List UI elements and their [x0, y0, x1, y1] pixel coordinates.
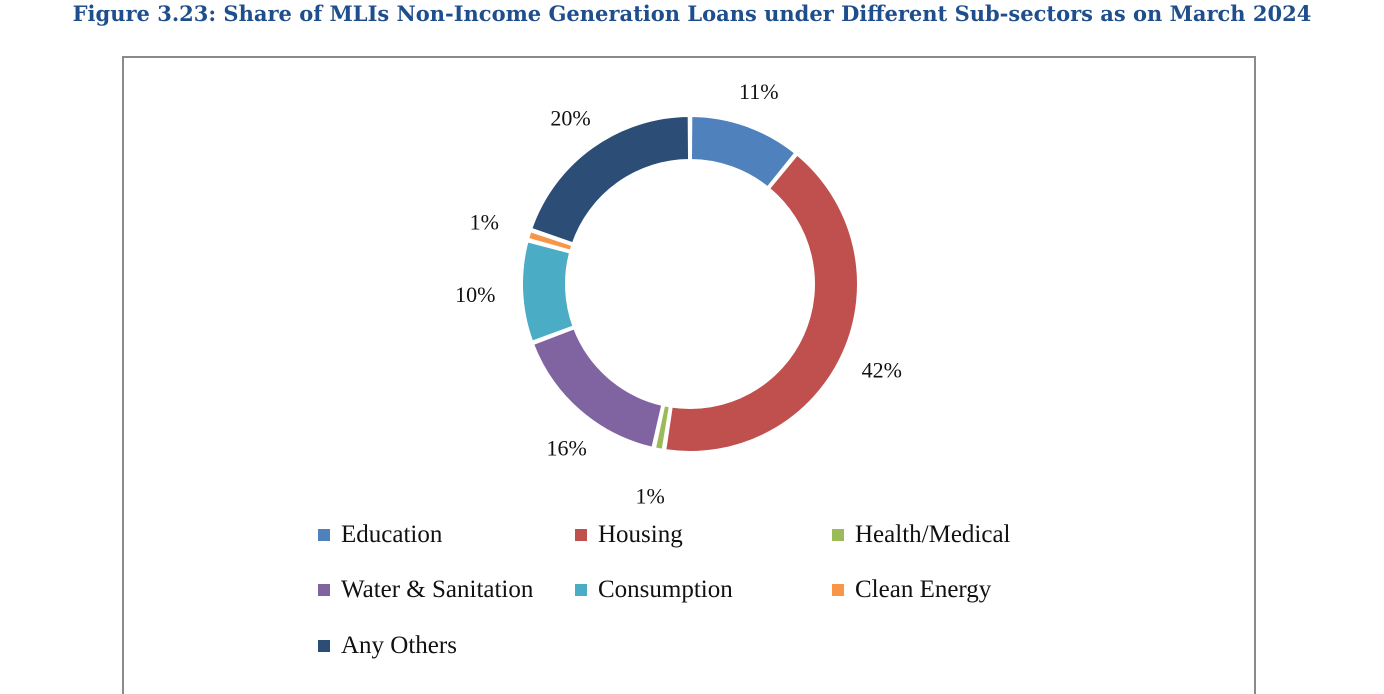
legend-label: Health/Medical [855, 521, 1011, 548]
data-label-water-sanitation: 16% [546, 436, 586, 461]
data-label-any-others: 20% [550, 105, 590, 130]
donut-chart: 11% 42% 1% 16% 10% 1% 20% [455, 79, 902, 508]
slice-consumption [521, 240, 575, 343]
data-label-education: 11% [739, 79, 779, 104]
figure-title: Figure 3.23: Share of MLIs Non-Income Ge… [72, 1, 1312, 26]
slice-water-sanitation [531, 327, 664, 449]
legend-swatch [318, 529, 330, 541]
data-label-consumption: 10% [455, 282, 495, 307]
legend-label: Any Others [341, 632, 457, 659]
legend-swatch [832, 529, 844, 541]
legend-item-clean-energy: Clean Energy [832, 575, 991, 605]
slice-health-medical [653, 404, 671, 451]
data-label-clean-energy: 1% [470, 209, 499, 234]
legend-item-housing: Housing [575, 520, 683, 550]
legend-label: Education [341, 521, 443, 548]
legend-swatch [832, 584, 844, 596]
legend-label: Clean Energy [855, 576, 992, 603]
slice-education [689, 115, 797, 189]
slice-clean-energy [526, 230, 574, 252]
legend-item-consumption: Consumption [575, 575, 733, 605]
legend-item-any-others: Any Others [318, 631, 457, 661]
legend-item-education: Education [318, 520, 442, 550]
legend-label: Housing [598, 521, 683, 548]
legend-swatch [575, 584, 587, 596]
slice-housing [664, 153, 859, 453]
legend-swatch [318, 584, 330, 596]
data-label-health-medical: 1% [635, 483, 664, 508]
data-label-housing: 42% [862, 358, 902, 383]
legend-swatch [318, 640, 330, 652]
legend-swatch [575, 529, 587, 541]
donut-data-labels: 11% 42% 1% 16% 10% 1% 20% [455, 79, 902, 508]
slice-any-others [530, 115, 691, 245]
legend-item-health-medical: Health/Medical [832, 520, 1011, 550]
donut-slices [521, 115, 859, 453]
chart-frame: 11% 42% 1% 16% 10% 1% 20% Education Housing Heal… [122, 56, 1256, 694]
legend-label: Water & Sanitation [341, 576, 534, 603]
legend-item-water-sanitation: Water & Sanitation [318, 575, 533, 605]
legend-label: Consumption [598, 576, 733, 603]
